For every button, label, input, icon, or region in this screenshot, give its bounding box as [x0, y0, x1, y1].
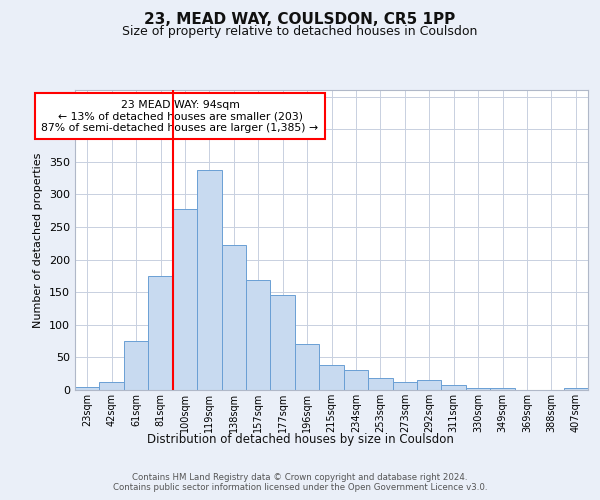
Text: Contains HM Land Registry data © Crown copyright and database right 2024.: Contains HM Land Registry data © Crown c…	[132, 472, 468, 482]
Bar	[344, 370, 368, 390]
Bar	[148, 276, 173, 390]
Text: 23, MEAD WAY, COULSDON, CR5 1PP: 23, MEAD WAY, COULSDON, CR5 1PP	[145, 12, 455, 28]
Text: Contains public sector information licensed under the Open Government Licence v3: Contains public sector information licen…	[113, 482, 487, 492]
Bar	[319, 365, 344, 390]
Bar	[295, 344, 319, 390]
Bar	[124, 341, 148, 390]
Bar	[392, 382, 417, 390]
Bar	[100, 382, 124, 390]
Bar	[368, 378, 392, 390]
Bar	[442, 386, 466, 390]
Text: Size of property relative to detached houses in Coulsdon: Size of property relative to detached ho…	[122, 25, 478, 38]
Text: Distribution of detached houses by size in Coulsdon: Distribution of detached houses by size …	[146, 432, 454, 446]
Bar	[75, 386, 100, 390]
Text: 23 MEAD WAY: 94sqm
← 13% of detached houses are smaller (203)
87% of semi-detach: 23 MEAD WAY: 94sqm ← 13% of detached hou…	[41, 100, 319, 133]
Bar	[563, 388, 588, 390]
Y-axis label: Number of detached properties: Number of detached properties	[34, 152, 43, 328]
Bar	[197, 170, 221, 390]
Bar	[466, 388, 490, 390]
Bar	[221, 245, 246, 390]
Bar	[490, 388, 515, 390]
Bar	[173, 208, 197, 390]
Bar	[246, 280, 271, 390]
Bar	[417, 380, 442, 390]
Bar	[271, 296, 295, 390]
